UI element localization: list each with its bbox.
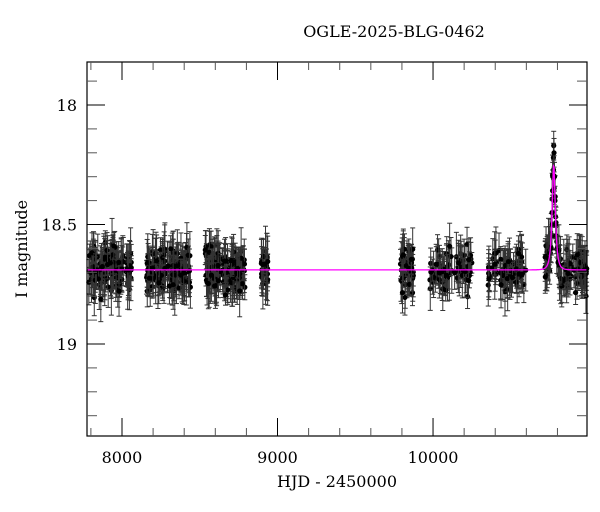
data-point: [170, 259, 176, 310]
data-point: [146, 259, 152, 298]
data-point: [565, 249, 571, 298]
data-point: [208, 248, 214, 302]
x-tick-label: 10000: [408, 448, 459, 467]
data-point: [205, 257, 211, 310]
plot-frame: [86, 61, 588, 437]
data-point: [111, 232, 117, 260]
data-point: [116, 241, 122, 284]
x-axis-label: HJD - 2450000: [277, 472, 397, 491]
data-point: [211, 268, 218, 304]
data-point: [574, 233, 580, 277]
data-point: [447, 222, 453, 270]
chart-title: OGLE-2025-BLG-0462: [303, 22, 485, 41]
data-point: [262, 246, 268, 282]
data-point: [153, 234, 160, 288]
data-point: [228, 248, 234, 273]
model-curve: [87, 163, 587, 271]
y-axis-label: I magnitude: [12, 200, 31, 298]
data-point: [504, 258, 510, 299]
data-point: [402, 279, 408, 316]
y-axis-ticks: 18 18.5 19: [41, 80, 587, 417]
data-point: [456, 243, 462, 283]
data-point: [492, 249, 498, 280]
data-point: [428, 256, 434, 288]
data-point: [515, 240, 522, 267]
data-point: [408, 244, 414, 275]
y-tick-label: 18.5: [41, 216, 77, 235]
data-point: [162, 256, 168, 281]
data-point: [99, 250, 105, 283]
data-point: [465, 262, 472, 299]
y-tick-label: 18: [57, 96, 77, 115]
data-point: [222, 284, 229, 306]
data-point: [168, 235, 174, 263]
data-point: [486, 257, 492, 301]
data-point: [104, 253, 111, 276]
data-point: [178, 258, 184, 292]
data-points: [86, 130, 590, 323]
data-point: [202, 234, 208, 266]
data-point: [241, 248, 248, 280]
data-point: [444, 257, 450, 294]
x-tick-label: 9000: [257, 448, 298, 467]
data-point: [399, 271, 406, 314]
data-point: [237, 264, 243, 318]
x-tick-label: 8000: [102, 448, 143, 467]
y-tick-label: 19: [57, 335, 77, 354]
x-axis-ticks: 8000 9000 10000: [90, 62, 558, 467]
data-point: [222, 237, 229, 286]
